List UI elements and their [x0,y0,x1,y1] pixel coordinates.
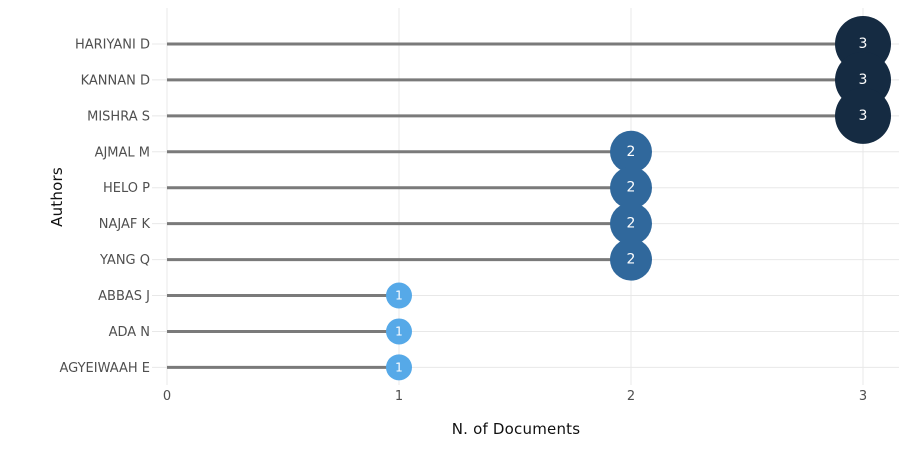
data-point-label: 2 [627,144,636,160]
data-point-label: 2 [627,180,636,196]
y-tick-label: NAJAF K [99,217,151,232]
y-tick-label: KANNAN D [81,73,150,88]
y-tick-label: YANG Q [99,253,150,268]
data-point[interactable] [386,282,412,309]
data-point-label: 1 [395,360,403,374]
data-point[interactable] [835,87,891,144]
data-point-label: 3 [859,36,868,52]
y-tick-label: ADA N [109,325,150,340]
data-point[interactable] [610,130,652,173]
y-tick-label: MISHRA S [87,109,150,124]
data-point-label: 1 [395,324,403,338]
x-axis-title: N. of Documents [451,420,581,438]
data-point-label: 3 [859,108,868,124]
y-tick-label: HARIYANI D [75,38,150,53]
x-tick-label: 3 [859,389,867,404]
data-point[interactable] [610,202,652,245]
x-tick-label: 1 [395,389,403,404]
data-point[interactable] [610,166,652,209]
y-axis-title: Authors [48,167,66,227]
x-tick-label: 0 [163,389,171,404]
y-tick-label: HELO P [103,181,150,196]
data-point-label: 2 [627,216,636,232]
data-point-label: 1 [395,289,403,303]
y-tick-label: AJMAL M [95,145,150,160]
data-point[interactable] [386,354,412,381]
data-point-label: 3 [859,72,868,88]
y-tick-label: AGYEIWAAH E [60,361,151,376]
x-tick-label: 2 [627,389,635,404]
data-point-label: 2 [627,252,636,268]
data-point[interactable] [386,318,412,345]
data-point[interactable] [610,238,652,281]
y-tick-label: ABBAS J [98,289,150,304]
